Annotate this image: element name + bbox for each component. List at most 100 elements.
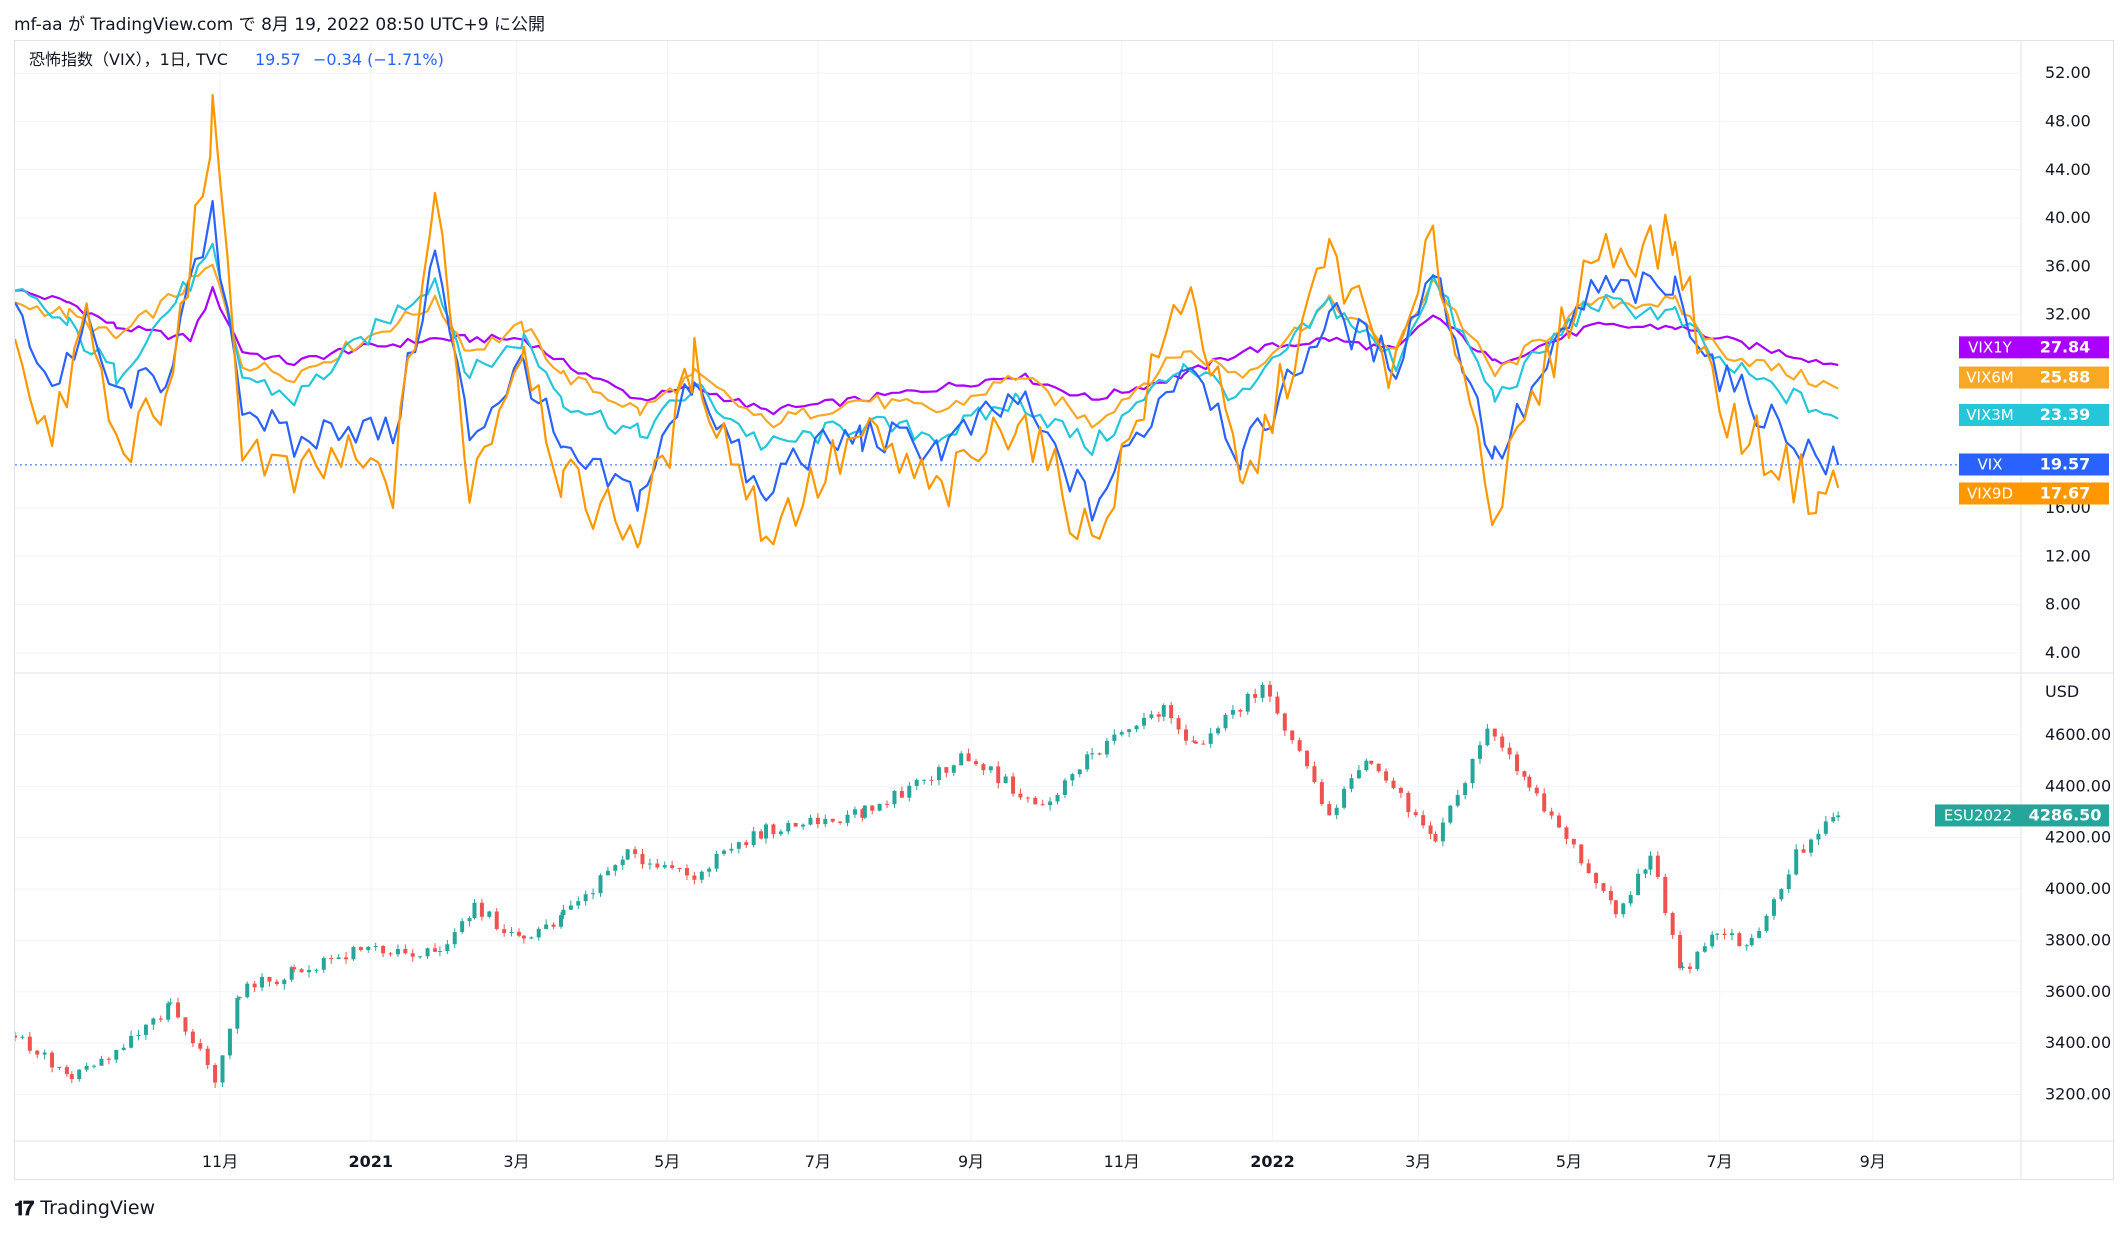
candle-body [751, 831, 756, 846]
vix-price-axis: 52.0048.0044.0040.0036.0032.0016.0012.00… [2045, 63, 2091, 662]
candle-body [1319, 782, 1324, 805]
candle [1176, 715, 1181, 734]
badge-esu2022-label-bg [1935, 804, 2021, 827]
price-tick-label: 32.00 [2045, 305, 2091, 324]
candle-body [329, 958, 334, 960]
candle [289, 965, 294, 983]
candle-body [744, 842, 749, 846]
price-tick-label: 4000.00 [2045, 879, 2111, 898]
candle [1216, 726, 1221, 736]
candle [1161, 703, 1166, 722]
price-tick-label: 4600.00 [2045, 725, 2111, 744]
candle [381, 944, 386, 958]
candle-body [613, 865, 618, 871]
candle [329, 954, 334, 964]
candle-body [1448, 805, 1453, 823]
candle [1549, 807, 1554, 820]
candle-body [1715, 933, 1720, 935]
candle-body [801, 824, 806, 827]
candle-body [282, 979, 287, 985]
candle-body [1492, 728, 1497, 737]
candle [974, 759, 979, 767]
candle-body [778, 831, 783, 835]
candle [929, 775, 934, 786]
candle-body [1477, 745, 1482, 759]
candle [655, 858, 660, 870]
candle [684, 864, 689, 880]
candle-body [692, 875, 697, 880]
candle [1127, 728, 1132, 737]
candle [35, 1049, 40, 1059]
candle-body [966, 753, 971, 762]
candle-body [521, 935, 526, 939]
candle-body [1413, 812, 1418, 816]
candle-body [907, 785, 912, 798]
candle-body [877, 803, 882, 811]
badge-vix1y: VIX1Y 27.84 [1959, 336, 2109, 359]
candle [988, 765, 993, 774]
candle-body [1507, 747, 1512, 755]
candle-body [996, 766, 1001, 784]
candle [1238, 708, 1243, 717]
badge-vix9d: VIX9D 17.67 [1959, 482, 2109, 505]
badge-vix-value: 19.57 [2040, 454, 2091, 473]
candle [613, 864, 618, 876]
candle-body [699, 871, 704, 880]
candle [838, 821, 843, 825]
candle-body [838, 821, 843, 823]
candle [42, 1049, 47, 1060]
candle-body [1018, 793, 1023, 798]
candle-body [1678, 934, 1683, 969]
price-tick-label: 3400.00 [2045, 1033, 2111, 1052]
candle [1670, 911, 1675, 939]
candle [121, 1044, 126, 1051]
candle-body [1104, 740, 1109, 755]
candle [1327, 800, 1332, 816]
candle [509, 926, 514, 937]
candle [69, 1071, 74, 1084]
candle [1655, 851, 1660, 879]
chart-canvas[interactable]: 52.0048.0044.0040.0036.0032.0016.0012.00… [13, 41, 2113, 1179]
candle [1290, 730, 1295, 744]
candle-body [1687, 966, 1692, 969]
candle-body [1398, 788, 1403, 793]
candle-body [213, 1065, 218, 1083]
time-tick-label: 9月 [1860, 1152, 1886, 1171]
footer-brand[interactable]: 𝟏𝟕 TradingView [14, 1196, 155, 1220]
candle-body [684, 868, 689, 876]
candle [445, 939, 450, 955]
candle-body [1613, 900, 1618, 915]
candle [1831, 812, 1836, 824]
candle-body [252, 983, 257, 988]
price-tick-label: 52.00 [2045, 63, 2091, 82]
candle-body [885, 803, 890, 805]
candle [50, 1050, 55, 1073]
candle-body [1112, 734, 1117, 741]
candle [1648, 851, 1653, 876]
candle [1608, 886, 1613, 905]
price-tick-label: 12.00 [2045, 546, 2091, 565]
candle-body [321, 958, 326, 970]
candle-body [1636, 873, 1641, 896]
candle [808, 814, 813, 826]
candle-body [373, 946, 378, 948]
candle [860, 808, 865, 822]
candle [1771, 897, 1776, 920]
candle-body [106, 1058, 111, 1060]
candle [1398, 786, 1403, 798]
candle-body [1208, 733, 1213, 744]
candle [793, 822, 798, 827]
candle-body [1260, 684, 1265, 698]
time-tick-label: 7月 [1707, 1152, 1733, 1171]
candle [959, 751, 964, 766]
candle-body [1608, 890, 1613, 901]
candle-body [452, 932, 457, 945]
candle-body [1428, 825, 1433, 834]
candle [1492, 728, 1497, 741]
candle [1048, 797, 1053, 811]
candle-body [1594, 873, 1599, 884]
candle [1055, 792, 1060, 805]
candle-body [151, 1018, 156, 1025]
time-tick-label: 11月 [1104, 1152, 1140, 1171]
candle-body [1621, 903, 1626, 915]
